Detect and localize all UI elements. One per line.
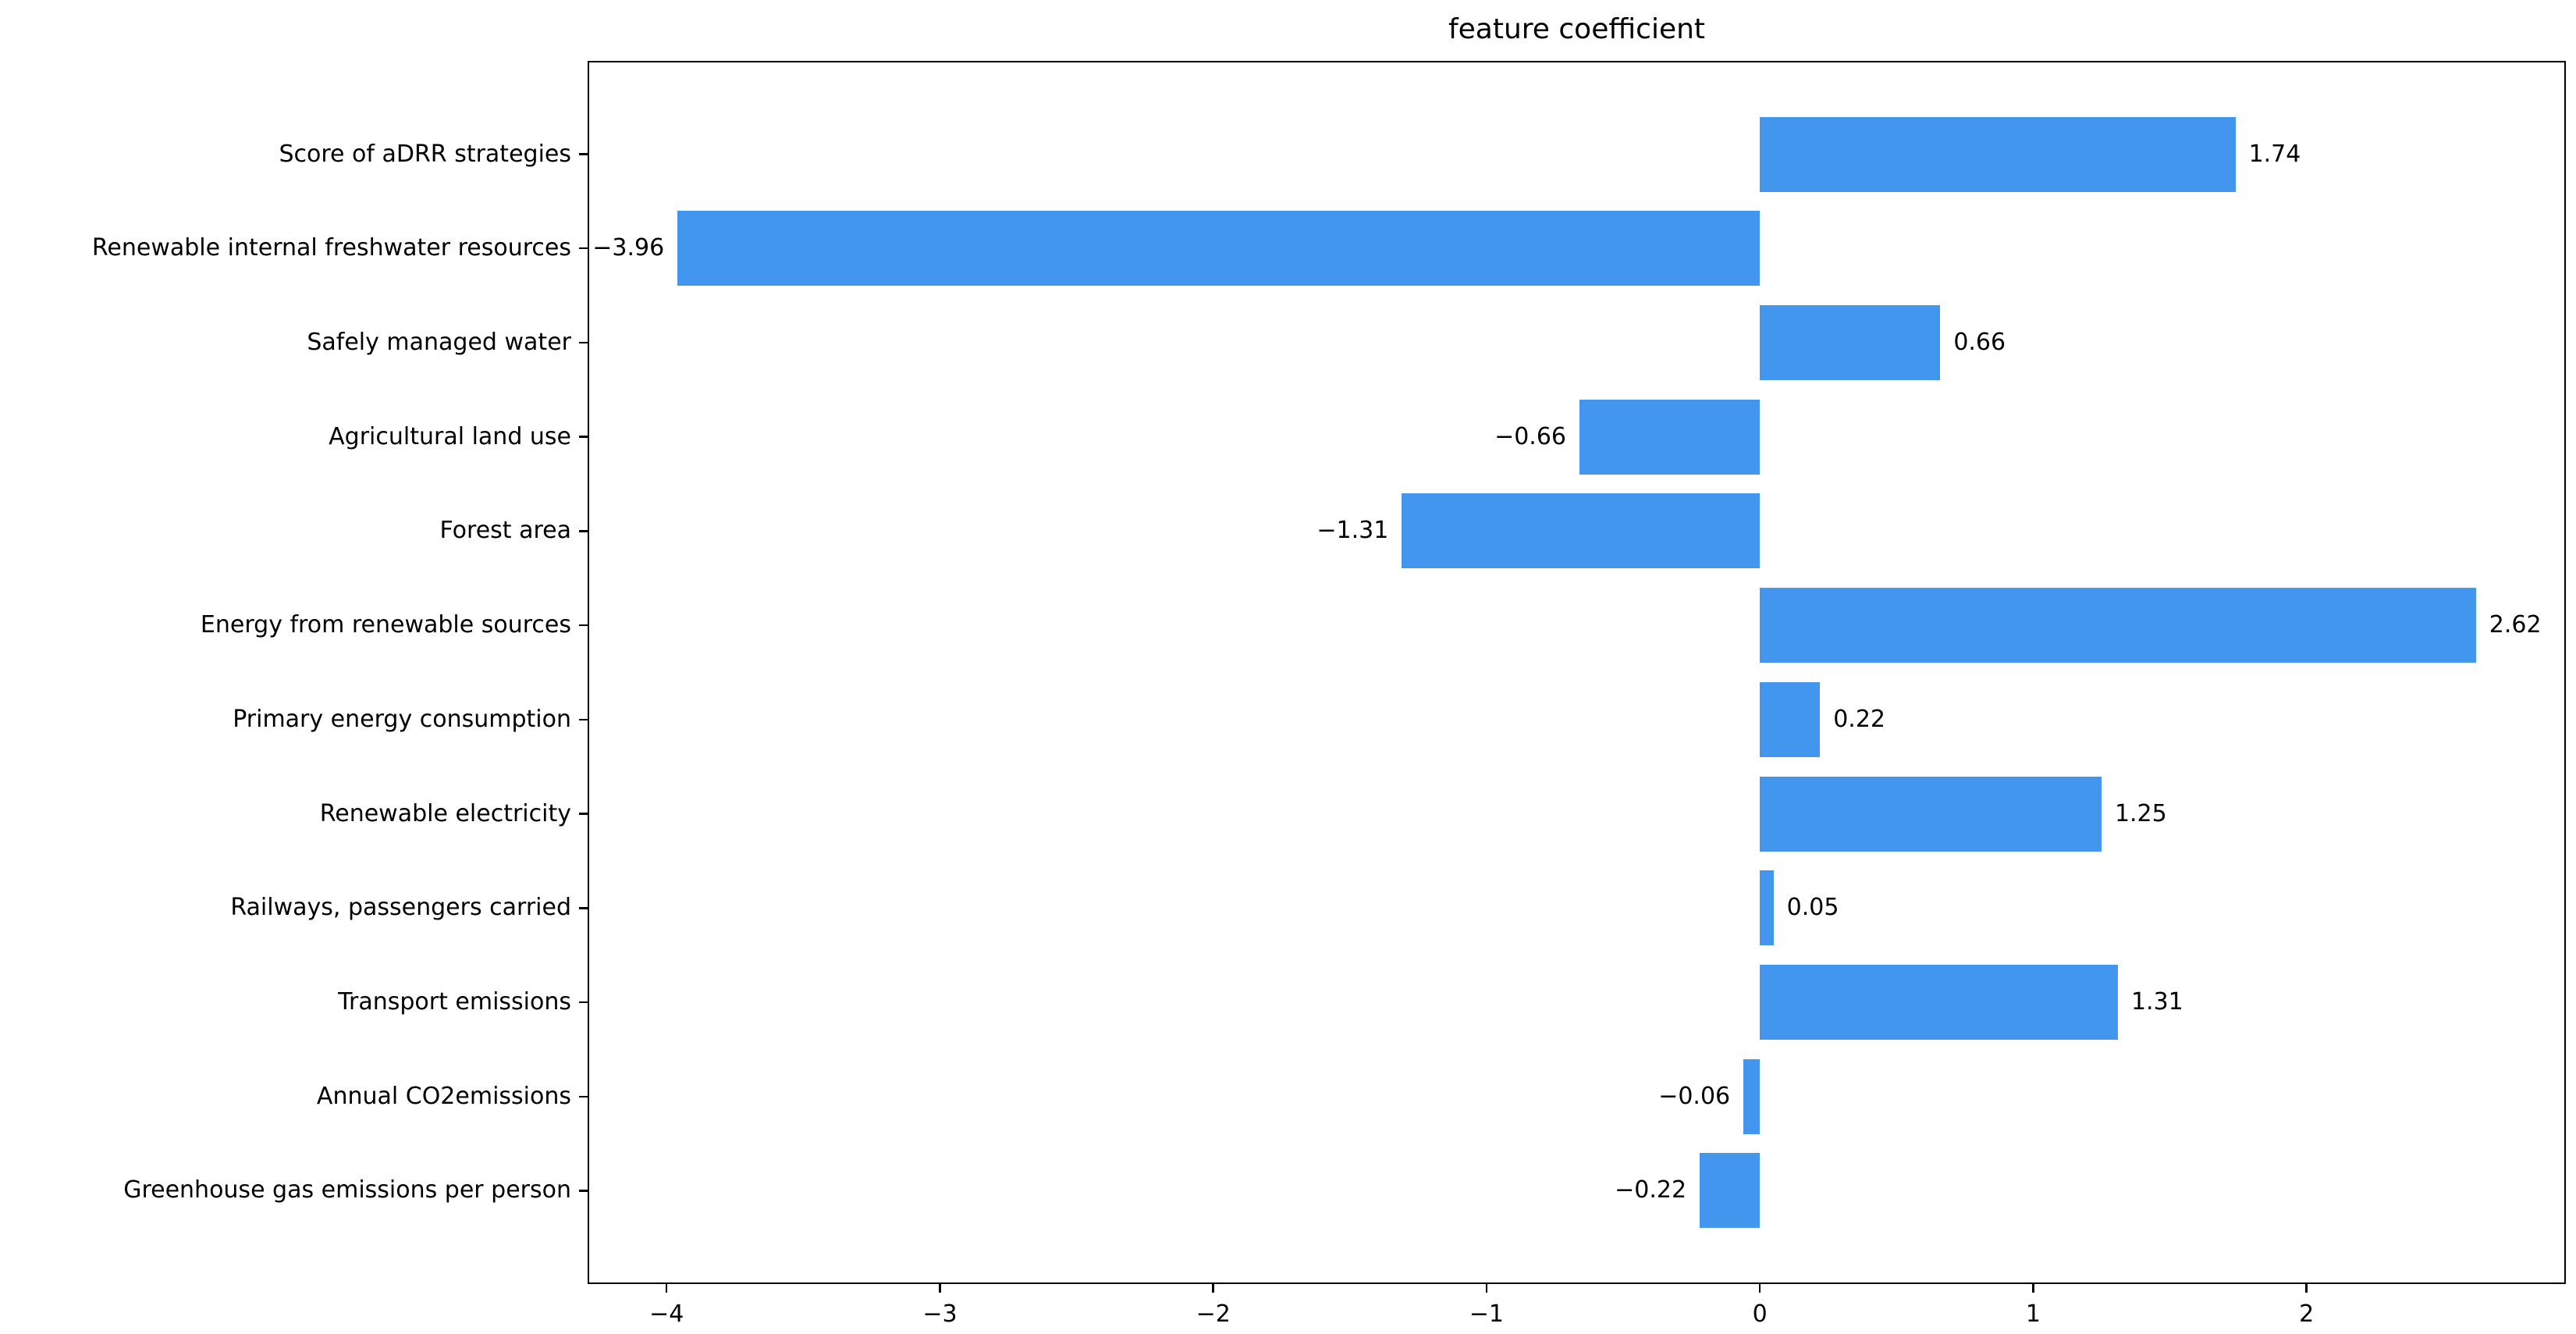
y-axis-tick xyxy=(579,341,588,344)
y-axis-category-label: Annual CO2emissions xyxy=(316,1082,571,1110)
bar xyxy=(1760,304,1941,380)
bar xyxy=(1743,1058,1761,1134)
bar xyxy=(1760,588,2476,663)
y-axis-tick xyxy=(579,1190,588,1192)
y-axis-tick xyxy=(579,530,588,532)
bar xyxy=(1760,681,1821,757)
y-axis-category-label: Greenhouse gas emissions per person xyxy=(123,1176,571,1204)
bar xyxy=(1760,776,2102,852)
bar-value-label: 0.05 xyxy=(1786,894,1839,922)
y-axis-category-label: Forest area xyxy=(439,517,571,545)
y-axis-tick xyxy=(579,1095,588,1097)
y-axis-tick xyxy=(579,247,588,250)
y-axis-tick xyxy=(579,813,588,815)
bar xyxy=(1402,493,1761,569)
bar-value-label: 1.25 xyxy=(2114,799,2167,827)
x-axis-tick-label: −1 xyxy=(1469,1300,1505,1328)
y-axis-category-label: Safely managed water xyxy=(307,328,571,356)
bar-value-label: 2.62 xyxy=(2489,611,2542,639)
x-axis-tick-label: 0 xyxy=(1752,1300,1768,1328)
bar-value-label: −3.96 xyxy=(592,234,665,262)
x-axis-tick-label: −3 xyxy=(922,1300,958,1328)
bar xyxy=(677,211,1761,286)
bar-value-label: −0.06 xyxy=(1658,1082,1731,1110)
plot-area xyxy=(588,61,2566,1284)
x-axis-tick-label: −2 xyxy=(1196,1300,1231,1328)
x-axis-tick xyxy=(2305,1284,2308,1293)
bar-value-label: 0.22 xyxy=(1833,705,1885,733)
y-axis-category-label: Railways, passengers carried xyxy=(230,894,571,922)
x-axis-tick-label: −4 xyxy=(649,1300,684,1328)
y-axis-tick xyxy=(579,718,588,721)
bar xyxy=(1760,870,1774,946)
bar xyxy=(1700,1153,1761,1229)
bar-value-label: 1.74 xyxy=(2248,140,2301,168)
y-axis-category-label: Energy from renewable sources xyxy=(200,611,571,639)
bar-value-label: −0.66 xyxy=(1494,422,1566,450)
y-axis-tick xyxy=(579,153,588,155)
bar-value-label: −0.22 xyxy=(1615,1176,1687,1204)
x-axis-tick-label: 1 xyxy=(2025,1300,2041,1328)
y-axis-tick xyxy=(579,624,588,627)
x-axis-tick xyxy=(939,1284,941,1293)
y-axis-tick xyxy=(579,1001,588,1004)
bar xyxy=(1579,399,1761,475)
y-axis-tick xyxy=(579,436,588,438)
x-axis-tick-label: 2 xyxy=(2299,1300,2315,1328)
bar-value-label: −1.31 xyxy=(1316,517,1389,545)
y-axis-category-label: Score of aDRR strategies xyxy=(279,140,571,168)
y-axis-category-label: Renewable electricity xyxy=(319,799,571,827)
y-axis-category-label: Primary energy consumption xyxy=(233,705,571,733)
chart-title: feature coefficient xyxy=(1448,13,1706,45)
x-axis-tick xyxy=(1485,1284,1488,1293)
x-axis-tick xyxy=(666,1284,668,1293)
x-axis-tick xyxy=(1212,1284,1214,1293)
y-axis-category-label: Renewable internal freshwater resources xyxy=(91,234,571,262)
bar-value-label: 1.31 xyxy=(2130,988,2183,1016)
bar-value-label: 0.66 xyxy=(1953,328,2006,356)
x-axis-tick xyxy=(2032,1284,2034,1293)
bar xyxy=(1760,116,2236,192)
y-axis-category-label: Transport emissions xyxy=(338,988,571,1016)
bar xyxy=(1760,965,2118,1041)
y-axis-category-label: Agricultural land use xyxy=(329,422,571,450)
x-axis-tick xyxy=(1758,1284,1761,1293)
y-axis-tick xyxy=(579,907,588,909)
